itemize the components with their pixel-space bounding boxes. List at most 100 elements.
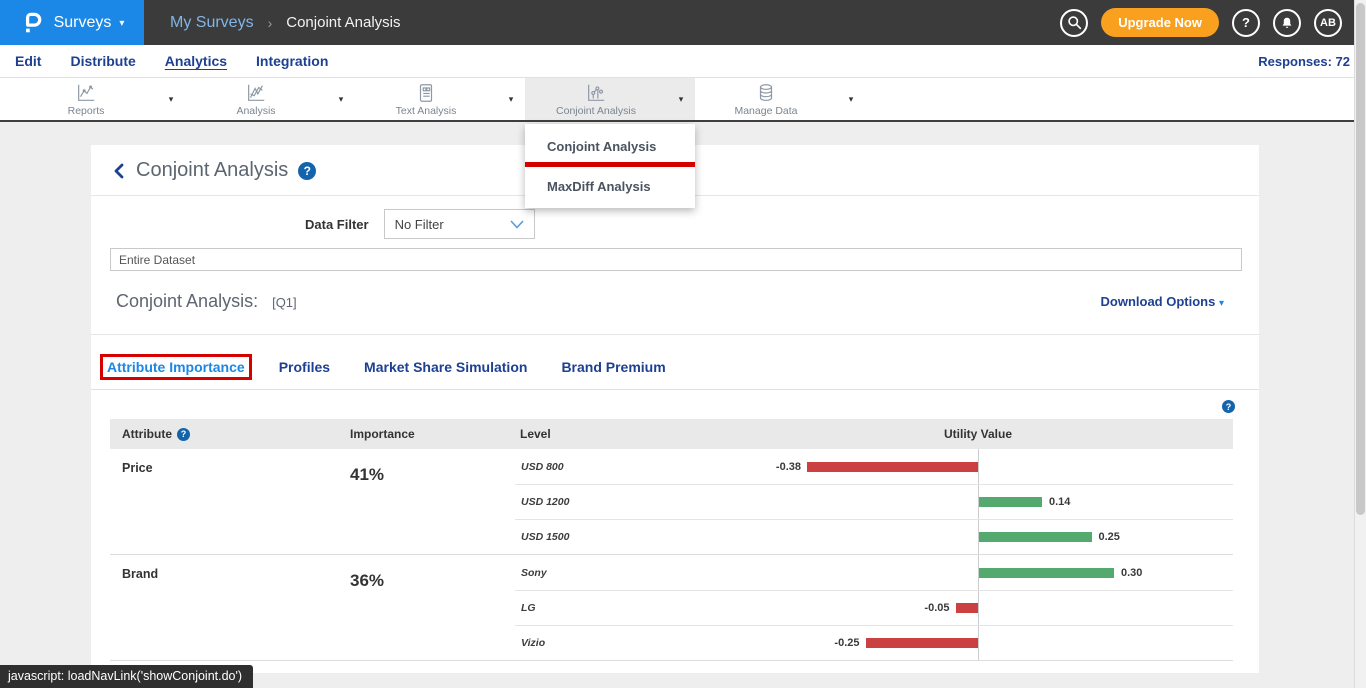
tab-market-share-simulation[interactable]: Market Share Simulation xyxy=(364,359,528,375)
page-title: Conjoint Analysis xyxy=(136,159,289,181)
column-header-attribute: Attribute xyxy=(122,427,172,441)
responses-count: Responses: 72 xyxy=(1258,53,1350,69)
document-icon xyxy=(415,82,437,104)
utility-bar xyxy=(955,603,978,613)
attribute-group-brand: Brand 36% Sony 0.30 LG -0.05 Vizio xyxy=(110,554,1233,660)
data-filter-select[interactable]: No Filter xyxy=(383,209,535,239)
help-icon[interactable]: ? xyxy=(1222,400,1235,413)
utility-bar xyxy=(865,638,978,648)
column-header-utility-value: Utility Value xyxy=(943,427,1013,441)
chevron-down-icon[interactable]: ▾ xyxy=(678,93,684,104)
level-row: USD 800 -0.38 xyxy=(515,449,1233,484)
divider xyxy=(91,334,1259,335)
status-bar-link-preview: javascript: loadNavLink('showConjoint.do… xyxy=(0,665,254,688)
utility-value: -0.05 xyxy=(924,602,950,614)
attribute-name: Price xyxy=(122,461,153,475)
menu-item-maxdiff-analysis[interactable]: MaxDiff Analysis xyxy=(547,179,651,194)
survey-nav-links: Edit Distribute Analytics Integration xyxy=(0,53,1258,69)
toolbar-item-label: Reports xyxy=(67,104,105,117)
utility-bar xyxy=(979,497,1042,507)
chevron-down-icon xyxy=(509,219,524,229)
chevron-down-icon[interactable]: ▾ xyxy=(848,93,854,104)
questionpro-logo-icon xyxy=(20,10,46,36)
section-header: Conjoint Analysis: [Q1] Download Options… xyxy=(91,271,1259,312)
avatar[interactable]: AB xyxy=(1314,8,1342,37)
download-options-button[interactable]: Download Options ▾ xyxy=(1100,294,1224,309)
nav-distribute[interactable]: Distribute xyxy=(70,53,136,69)
level-label: Vizio xyxy=(521,637,546,649)
avatar-initials: AB xyxy=(1320,16,1336,29)
menu-item-conjoint-analysis[interactable]: Conjoint Analysis xyxy=(547,139,657,154)
toolbar-item-manage-data[interactable]: Manage Data ▾ xyxy=(695,78,865,120)
survey-nav: Edit Distribute Analytics Integration Re… xyxy=(0,45,1366,78)
scrollbar-track[interactable] xyxy=(1354,0,1366,688)
utility-bar xyxy=(807,461,978,472)
level-row: USD 1500 0.25 xyxy=(515,519,1233,554)
toolbar-item-label: Text Analysis xyxy=(395,104,457,117)
table-header: Attribute ? Importance Level Utility Val… xyxy=(110,419,1233,449)
top-actions: Upgrade Now ? AB xyxy=(1060,8,1342,37)
level-row: Vizio -0.25 xyxy=(515,625,1233,660)
upgrade-now-button[interactable]: Upgrade Now xyxy=(1101,8,1219,37)
chevron-down-icon: ▾ xyxy=(119,18,125,29)
search-icon xyxy=(1067,15,1082,30)
search-button[interactable] xyxy=(1060,8,1089,37)
level-label: Sony xyxy=(521,566,547,579)
dataset-input[interactable] xyxy=(110,248,1242,271)
database-icon xyxy=(755,82,777,104)
toolbar-item-label: Manage Data xyxy=(734,104,798,117)
column-header-level: Level xyxy=(520,427,551,441)
help-icon[interactable]: ? xyxy=(298,161,317,180)
toolbar-item-analysis[interactable]: Analysis ▾ xyxy=(185,78,355,120)
level-label: LG xyxy=(521,602,536,614)
content-area: Conjoint Analysis ? Data Filter No Filte… xyxy=(0,124,1366,688)
levels-chart: USD 800 -0.38 USD 1200 0.14 USD 1500 0.2… xyxy=(515,449,1233,554)
analytics-toolbar: Reports ▾ Analysis ▾ Text Analysis ▾ Con… xyxy=(0,78,1366,122)
level-row: LG -0.05 xyxy=(515,590,1233,625)
brand-menu[interactable]: Surveys ▾ xyxy=(0,0,144,45)
question-tag: [Q1] xyxy=(272,295,297,310)
utility-table: Attribute ? Importance Level Utility Val… xyxy=(110,419,1233,661)
importance-value: 36% xyxy=(350,571,385,590)
utility-value: 0.14 xyxy=(1049,496,1071,508)
column-header-importance: Importance xyxy=(350,427,415,441)
help-icon[interactable]: ? xyxy=(177,427,190,441)
chevron-down-icon[interactable]: ▾ xyxy=(338,93,344,104)
conjoint-card: Conjoint Analysis ? Data Filter No Filte… xyxy=(91,145,1259,673)
breadcrumb-separator-icon: › xyxy=(267,14,273,31)
tab-profiles[interactable]: Profiles xyxy=(278,359,331,375)
back-button[interactable] xyxy=(112,163,126,179)
breadcrumb-current: Conjoint Analysis xyxy=(286,14,401,31)
scrollbar-thumb[interactable] xyxy=(1356,3,1365,515)
utility-bar xyxy=(979,567,1114,578)
utility-bar xyxy=(979,532,1092,542)
attribute-name: Brand xyxy=(122,567,159,581)
level-label: USD 1200 xyxy=(521,496,570,508)
nav-edit[interactable]: Edit xyxy=(15,53,42,69)
level-label: USD 800 xyxy=(521,460,564,473)
section-title: Conjoint Analysis: xyxy=(116,291,259,311)
question-mark-icon: ? xyxy=(1242,15,1250,30)
utility-value: 0.30 xyxy=(1121,566,1143,579)
breadcrumb-my-surveys[interactable]: My Surveys xyxy=(170,13,254,31)
toolbar-item-text-analysis[interactable]: Text Analysis ▾ xyxy=(355,78,525,120)
nav-analytics[interactable]: Analytics xyxy=(164,53,228,69)
bell-icon xyxy=(1280,16,1294,30)
nav-integration[interactable]: Integration xyxy=(256,53,329,69)
attribute-group-price: Price 41% USD 800 -0.38 USD 1200 0.14 US… xyxy=(110,449,1233,554)
help-button[interactable]: ? xyxy=(1232,8,1260,37)
tab-brand-premium[interactable]: Brand Premium xyxy=(561,359,666,375)
toolbar-item-reports[interactable]: Reports ▾ xyxy=(15,78,185,120)
importance-value: 41% xyxy=(350,465,385,484)
chevron-down-icon[interactable]: ▾ xyxy=(508,93,514,104)
chevron-down-icon[interactable]: ▾ xyxy=(168,93,174,104)
level-label: USD 1500 xyxy=(521,531,570,543)
notifications-button[interactable] xyxy=(1273,8,1301,37)
utility-value: -0.25 xyxy=(834,637,860,649)
utility-value: 0.25 xyxy=(1098,531,1120,543)
tab-attribute-importance[interactable]: Attribute Importance xyxy=(103,357,249,377)
data-filter-value: No Filter xyxy=(394,216,444,232)
data-filter-label: Data Filter xyxy=(305,216,369,232)
multi-line-chart-icon xyxy=(245,82,267,104)
toolbar-item-conjoint-analysis[interactable]: Conjoint Analysis ▾ xyxy=(525,78,695,120)
